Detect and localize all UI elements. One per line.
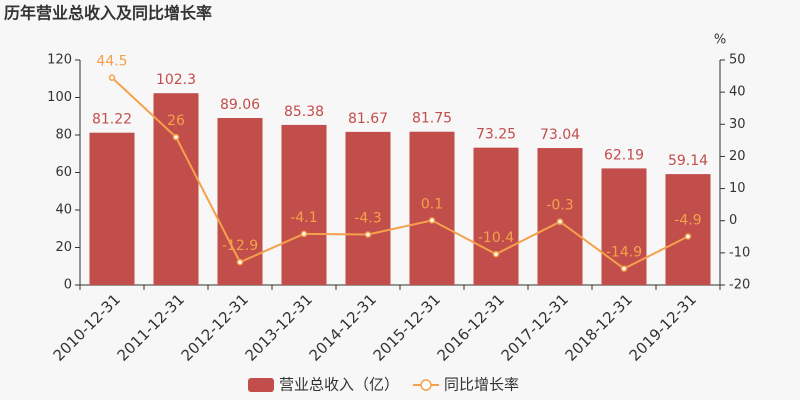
y-tick-label: 40	[55, 203, 72, 218]
bar-value-label: 73.04	[540, 127, 580, 143]
x-tick-label: 2012-12-31	[178, 290, 252, 364]
y2-tick-label: 20	[729, 149, 746, 164]
legend-label: 营业总收入（亿）	[279, 376, 399, 394]
line-value-label: -10.4	[478, 230, 514, 246]
line-point	[620, 265, 628, 272]
line-point	[172, 133, 180, 141]
y-tick-label: 120	[47, 53, 72, 68]
bar-value-label: 89.06	[220, 97, 260, 113]
y-tick-label: 80	[55, 128, 72, 143]
x-tick-label: 2019-12-31	[626, 290, 700, 364]
bar	[281, 124, 327, 285]
bar	[153, 93, 199, 285]
line-value-label: -12.9	[222, 238, 258, 254]
y-tick-label: 60	[55, 165, 72, 180]
line-value-label: 0.1	[421, 196, 443, 212]
line-point	[364, 231, 372, 238]
line-point	[428, 217, 436, 224]
bar-value-label: 102.3	[156, 72, 196, 88]
line-point	[684, 233, 692, 240]
x-tick-label: 2010-12-31	[50, 290, 124, 364]
line-point	[300, 230, 308, 238]
bar	[217, 118, 263, 285]
x-tick-label: 2014-12-31	[306, 290, 380, 364]
legend-swatch	[420, 379, 432, 391]
chart-title: 历年营业总收入及同比增长率	[4, 4, 212, 23]
bar	[345, 131, 391, 285]
y2-axis-label: %	[714, 33, 726, 48]
x-tick-label: 2017-12-31	[498, 290, 572, 364]
x-tick-label: 2013-12-31	[242, 290, 316, 364]
line-value-label: 26	[167, 113, 185, 129]
line-value-label: -4.1	[290, 210, 317, 226]
line-value-label: -14.9	[606, 245, 642, 261]
x-tick-label: 2015-12-31	[370, 290, 444, 364]
legend-label: 同比增长率	[444, 376, 519, 394]
y2-tick-label: 10	[729, 181, 746, 196]
x-tick-label: 2011-12-31	[114, 290, 188, 364]
bar	[409, 131, 455, 285]
bar-value-label: 59.14	[668, 153, 708, 169]
bar-value-label: 81.67	[348, 111, 388, 127]
line-point	[236, 258, 244, 266]
y2-tick-label: 0	[729, 213, 737, 228]
line	[111, 76, 689, 270]
line-point	[108, 74, 116, 81]
line-value-label: -4.9	[674, 212, 701, 228]
y-tick-label: 20	[55, 240, 72, 255]
line-value-label: 44.5	[96, 54, 127, 70]
y2-tick-label: 50	[729, 53, 746, 68]
bar-value-label: 62.19	[604, 147, 644, 163]
bar-value-label: 81.75	[412, 111, 452, 127]
y2-tick-label: -10	[729, 245, 750, 260]
bar-value-label: 73.25	[476, 127, 516, 143]
line-value-label: -4.3	[354, 211, 381, 227]
bar	[665, 174, 711, 285]
legend-swatch	[248, 378, 274, 392]
line-point	[492, 250, 500, 258]
y2-tick-label: -20	[729, 278, 750, 293]
bar-value-label: 85.38	[284, 104, 324, 120]
bar	[473, 147, 519, 285]
y2-tick-label: 40	[729, 85, 746, 100]
y-tick-label: 100	[47, 90, 72, 105]
bar-value-label: 81.22	[92, 112, 132, 128]
line-value-label: -0.3	[546, 198, 573, 214]
bar	[89, 132, 135, 285]
x-tick-label: 2018-12-31	[562, 290, 636, 364]
y-tick-label: 0	[64, 278, 72, 293]
bar	[537, 148, 583, 285]
y2-tick-label: 30	[729, 117, 746, 132]
line-point	[556, 218, 564, 225]
x-tick-label: 2016-12-31	[434, 290, 508, 364]
